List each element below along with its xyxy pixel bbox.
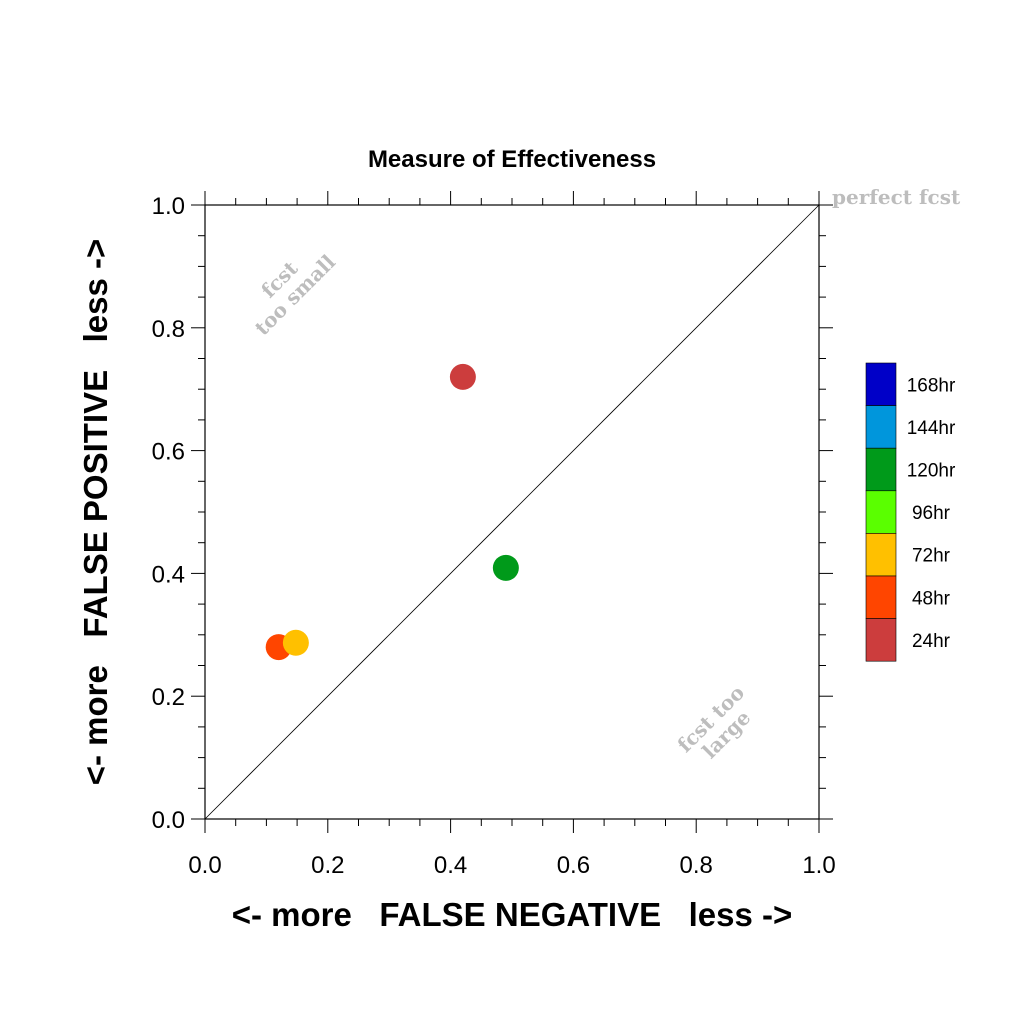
- data-point-24hr: [449, 363, 476, 390]
- annotation-perfect-forecast: perfect fcst: [832, 185, 961, 209]
- y-tick-label: 0.8: [152, 316, 185, 343]
- y-tick-label: 1.0: [152, 193, 185, 220]
- chart-title: Measure of Effectiveness: [368, 146, 656, 173]
- legend: 168hr 144hr 120hr 96hr 72hr 48hr 24hr: [865, 362, 956, 662]
- annotation-forecast-too-small: fcst too small: [250, 250, 340, 340]
- legend-label-48hr: 48hr: [912, 588, 951, 609]
- legend-swatch-24hr: [865, 618, 897, 662]
- x-tick-label: 0.0: [188, 852, 221, 879]
- perfect-forecast-diagonal: [204, 204, 820, 820]
- legend-swatch-48hr: [865, 575, 897, 619]
- legend-label-24hr: 24hr: [912, 631, 951, 652]
- y-axis-label: <- more FALSE POSITIVE less ->: [77, 239, 114, 786]
- y-tick-label: 0.2: [152, 684, 185, 711]
- x-tick-label: 0.2: [311, 852, 344, 879]
- legend-label-144hr: 144hr: [907, 418, 956, 439]
- axis-tick-labels: 0.0 0.2 0.4 0.6 0.8 1.0 0.0 0.2 0.4 0.6 0.8 1.0: [152, 193, 836, 879]
- annotation-forecast-too-large: fcst too large: [673, 681, 756, 764]
- x-axis-label: <- more FALSE NEGATIVE less ->: [232, 896, 793, 933]
- x-tick-label: 0.4: [434, 852, 467, 879]
- legend-label-96hr: 96hr: [912, 503, 951, 524]
- legend-label-168hr: 168hr: [907, 375, 956, 396]
- y-tick-label: 0.4: [152, 561, 185, 588]
- axis-ticks: [191, 191, 833, 833]
- legend-swatch-144hr: [865, 405, 897, 449]
- y-tick-label: 0.0: [152, 807, 185, 834]
- x-tick-label: 1.0: [802, 852, 835, 879]
- data-points: [265, 363, 519, 661]
- y-tick-label: 0.6: [152, 439, 185, 466]
- x-tick-label: 0.6: [557, 852, 590, 879]
- x-tick-label: 0.8: [680, 852, 713, 879]
- data-point-72hr: [282, 629, 309, 656]
- legend-swatch-96hr: [865, 490, 897, 534]
- legend-swatch-168hr: [865, 362, 897, 406]
- legend-swatch-72hr: [865, 533, 897, 577]
- legend-label-120hr: 120hr: [907, 461, 956, 482]
- legend-label-72hr: 72hr: [912, 546, 951, 567]
- data-point-120hr: [492, 554, 519, 581]
- legend-swatch-120hr: [865, 447, 897, 492]
- annotation-too-small-line2: too small: [250, 250, 340, 340]
